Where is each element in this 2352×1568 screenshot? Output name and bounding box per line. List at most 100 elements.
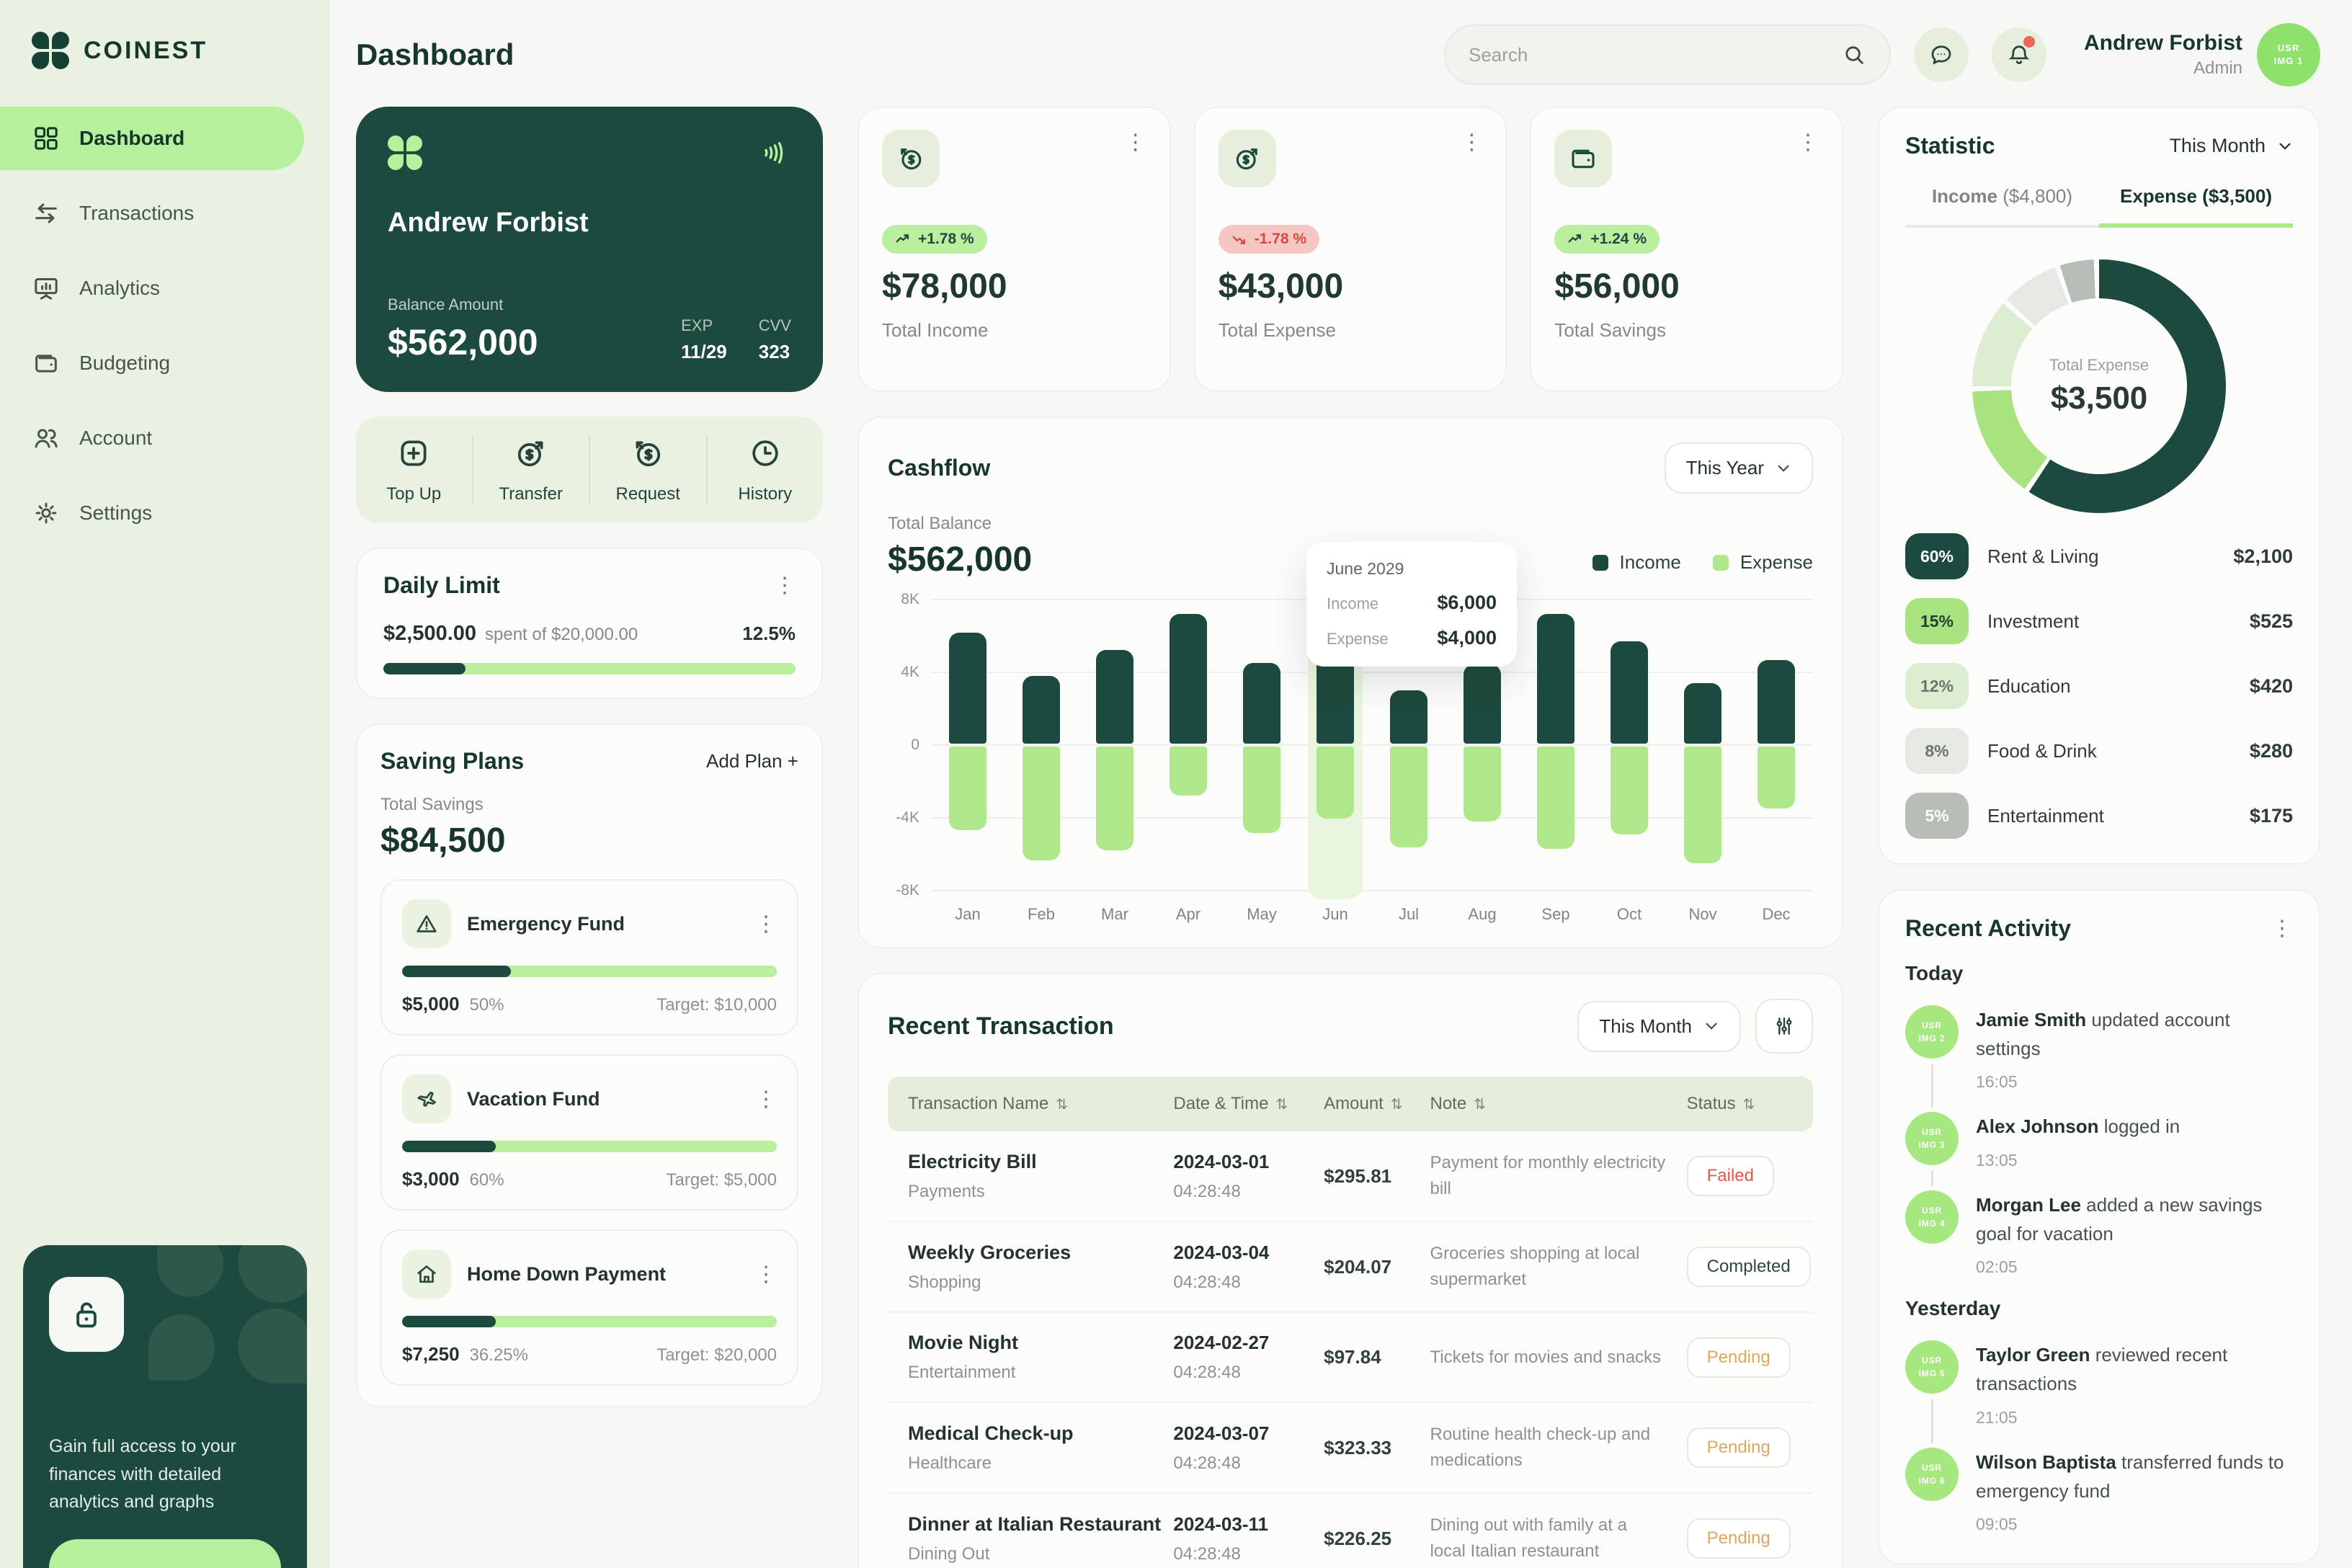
tx-amount: $295.81 bbox=[1324, 1164, 1392, 1187]
stat-card-menu-icon[interactable]: ⋮ bbox=[1797, 130, 1819, 155]
tx-category: Entertainment bbox=[908, 1363, 1016, 1382]
avatar[interactable]: USR IMG 1 bbox=[2257, 23, 2320, 86]
transfer-button[interactable]: Transfer bbox=[471, 435, 589, 504]
chart-tooltip: June 2029 Income $6,000 Expense $4,000 bbox=[1306, 542, 1517, 667]
contactless-icon bbox=[765, 142, 783, 164]
bar-group-jan[interactable] bbox=[931, 600, 1004, 891]
dollar-in-icon bbox=[630, 435, 666, 471]
stat-card-menu-icon[interactable]: ⋮ bbox=[1124, 130, 1146, 155]
transaction-row[interactable]: Weekly Groceries Shopping 2024-03-04 04:28:… bbox=[888, 1222, 1813, 1313]
bar-group-sep[interactable] bbox=[1519, 600, 1592, 891]
transaction-row[interactable]: Dinner at Italian Restaurant Dining Out 20… bbox=[888, 1494, 1813, 1568]
transaction-row[interactable]: Medical Check-up Healthcare 2024-03-07 04:2… bbox=[888, 1403, 1813, 1494]
activity-group-label: Today bbox=[1905, 962, 1964, 984]
transaction-row[interactable]: Movie Night Entertainment 2024-02-27 04:28:… bbox=[888, 1313, 1813, 1403]
add-plan-button[interactable]: Add Plan + bbox=[706, 750, 798, 772]
sidebar-item-account[interactable]: Account bbox=[0, 406, 304, 470]
activity-text: Alex Johnson logged in bbox=[1976, 1115, 2180, 1138]
filter-button[interactable] bbox=[1755, 999, 1813, 1054]
messages-button[interactable] bbox=[1913, 27, 1969, 82]
saving-plan-vacation-fund: Vacation Fund ⋮ $3,000 60% Target: $5,000 bbox=[380, 1054, 798, 1211]
bar-group-dec[interactable] bbox=[1740, 600, 1813, 891]
plan-menu-icon[interactable]: ⋮ bbox=[755, 1086, 777, 1112]
sidebar: COINEST Dashboard Transactions Analytics Bu… bbox=[0, 0, 330, 1568]
sort-icon[interactable]: ⇅ bbox=[1275, 1095, 1288, 1113]
bar-group-mar[interactable] bbox=[1078, 600, 1152, 891]
bar-group-may[interactable] bbox=[1225, 600, 1298, 891]
sort-icon[interactable]: ⇅ bbox=[1056, 1095, 1068, 1113]
tab-income[interactable]: Income ($4,800) bbox=[1905, 185, 2099, 228]
tx-category: Shopping bbox=[908, 1272, 981, 1292]
activity-time: 09:05 bbox=[1976, 1515, 2018, 1534]
tx-date: 2024-03-07 bbox=[1173, 1422, 1270, 1444]
activity-menu-icon[interactable]: ⋮ bbox=[2271, 916, 2293, 941]
transaction-row[interactable]: Electricity Bill Payments 2024-03-01 04:28:… bbox=[888, 1131, 1813, 1222]
bar-group-jul[interactable] bbox=[1372, 600, 1446, 891]
cashflow-period-select[interactable]: This Year bbox=[1664, 442, 1813, 494]
plan-progressbar bbox=[402, 1141, 777, 1152]
legend-label: Investment bbox=[1987, 610, 2080, 632]
brand-name: COINEST bbox=[84, 36, 208, 64]
plan-menu-icon[interactable]: ⋮ bbox=[755, 911, 777, 937]
promo-text: Gain full access to your finances with d… bbox=[49, 1435, 236, 1513]
notifications-button[interactable] bbox=[1991, 27, 2046, 82]
column-transaction-name[interactable]: Transaction Name ⇅ bbox=[908, 1094, 1068, 1113]
plan-menu-icon[interactable]: ⋮ bbox=[755, 1261, 777, 1287]
activity-item: USR IMG 6 Wilson Baptista transferred fun… bbox=[1905, 1447, 2293, 1534]
table-header: Transaction Name ⇅ Date & Time ⇅ Amount ⇅ Note… bbox=[888, 1077, 1813, 1131]
page-title: Dashboard bbox=[356, 37, 514, 71]
status-badge: Pending bbox=[1686, 1518, 1791, 1559]
column-amount[interactable]: Amount ⇅ bbox=[1324, 1094, 1403, 1113]
month-label: Nov bbox=[1688, 905, 1717, 923]
sidebar-item-label: Budgeting bbox=[79, 352, 171, 374]
bar-group-oct[interactable] bbox=[1592, 600, 1666, 891]
bar-group-feb[interactable] bbox=[1004, 600, 1078, 891]
promo-button[interactable] bbox=[49, 1539, 281, 1568]
column-status[interactable]: Status ⇅ bbox=[1686, 1094, 1755, 1113]
income-bar bbox=[1023, 676, 1060, 744]
column-date-time[interactable]: Date & Time ⇅ bbox=[1173, 1094, 1288, 1113]
activity-avatar: USR IMG 5 bbox=[1905, 1340, 1959, 1394]
sidebar-item-transactions[interactable]: Transactions bbox=[0, 182, 304, 245]
stat-card-menu-icon[interactable]: ⋮ bbox=[1461, 130, 1483, 155]
transactions-period-select[interactable]: This Month bbox=[1577, 1000, 1741, 1052]
activity-item: USR IMG 5 Taylor Green reviewed recent tr… bbox=[1905, 1340, 2293, 1444]
sidebar-item-dashboard[interactable]: Dashboard bbox=[0, 107, 304, 170]
daily-limit-menu-icon[interactable]: ⋮ bbox=[774, 573, 796, 598]
sidebar-item-settings[interactable]: Settings bbox=[0, 481, 304, 545]
legend-percent: 15% bbox=[1905, 598, 1969, 644]
sidebar-item-analytics[interactable]: Analytics bbox=[0, 257, 304, 320]
tooltip-month: June 2029 bbox=[1327, 559, 1404, 578]
sort-icon[interactable]: ⇅ bbox=[1742, 1095, 1755, 1113]
sidebar-item-budgeting[interactable]: Budgeting bbox=[0, 331, 304, 395]
bar-group-aug[interactable] bbox=[1446, 600, 1519, 891]
bar-group-apr[interactable] bbox=[1152, 600, 1225, 891]
sort-icon[interactable]: ⇅ bbox=[1390, 1095, 1403, 1113]
history-button[interactable]: History bbox=[705, 435, 824, 504]
daily-limit-spent: $2,500.00 bbox=[383, 622, 477, 645]
sidebar-item-label: Analytics bbox=[79, 277, 161, 299]
request-button[interactable]: Request bbox=[589, 435, 706, 504]
tx-name: Weekly Groceries bbox=[908, 1241, 1072, 1263]
center-column: ⋮ +1.78 % $78,000 Total Income ⋮ -1.78 % $43,0… bbox=[858, 107, 1844, 1568]
tab-expense[interactable]: Expense ($3,500) bbox=[2099, 185, 2293, 228]
expense-bar bbox=[1684, 747, 1721, 863]
bar-group-nov[interactable] bbox=[1666, 600, 1740, 891]
top-up-button[interactable]: Top Up bbox=[356, 435, 472, 504]
search-input[interactable] bbox=[1468, 43, 1842, 66]
chevron-down-icon bbox=[2279, 143, 2291, 150]
expense-bar bbox=[1537, 747, 1574, 849]
sort-icon[interactable]: ⇅ bbox=[1474, 1095, 1486, 1113]
tooltip-expense: $4,000 bbox=[1437, 627, 1497, 649]
column-note[interactable]: Note ⇅ bbox=[1430, 1094, 1486, 1113]
statistic-period-select[interactable]: This Month bbox=[2169, 135, 2293, 157]
recent-activity-card: Recent Activity ⋮ Today USR IMG 2 Jamie Sm… bbox=[1878, 889, 2320, 1565]
legend-percent: 8% bbox=[1905, 728, 1969, 774]
total-income-card: ⋮ +1.78 % $78,000 Total Income bbox=[858, 107, 1171, 392]
tx-category: Dining Out bbox=[908, 1544, 990, 1564]
income-bar bbox=[1170, 614, 1207, 744]
tx-time: 04:28:48 bbox=[1173, 1453, 1241, 1473]
legend-row-food-drink: 8% Food & Drink $280 bbox=[1905, 728, 2293, 774]
sidebar-item-label: Dashboard bbox=[79, 127, 185, 149]
user-box[interactable]: Andrew Forbist Admin USR IMG 1 bbox=[2084, 23, 2320, 86]
